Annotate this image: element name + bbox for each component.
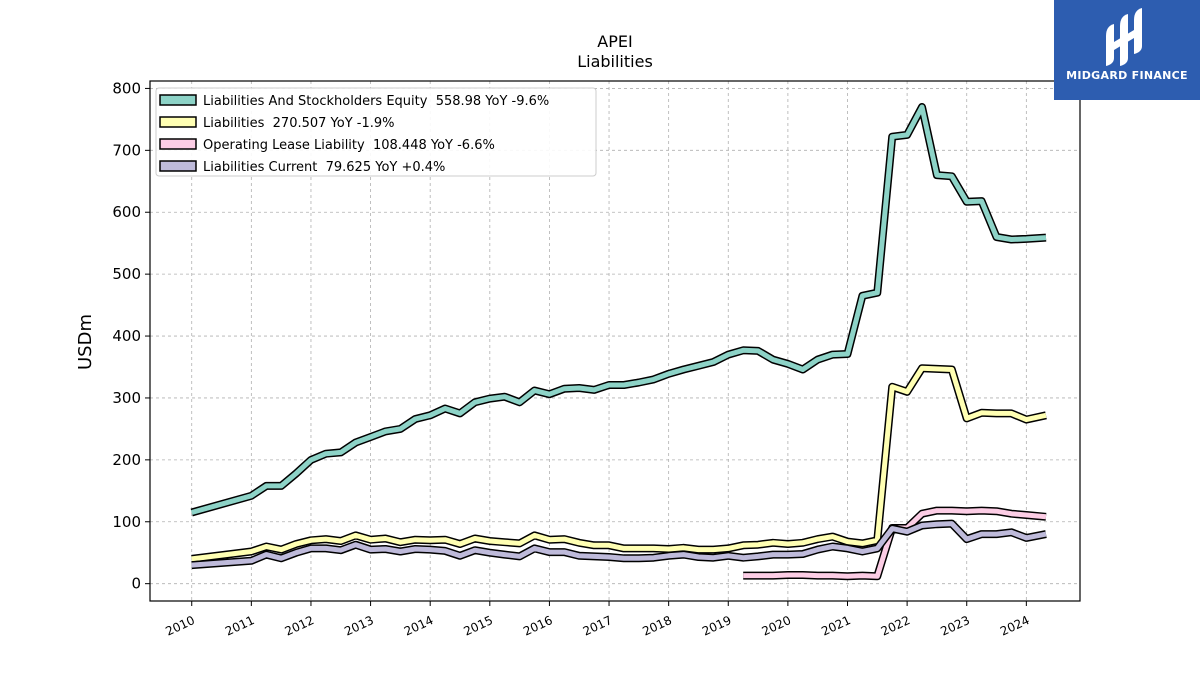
legend-label: Operating Lease Liability 108.448 YoY -6… [203,138,495,153]
x-tick-label: 2022 [879,613,913,639]
y-tick-label: 100 [112,513,141,531]
legend-swatch [159,94,197,106]
x-tick-label: 2019 [700,613,734,639]
logo-text: MIDGARD FINANCE [1066,69,1188,82]
brand-logo: MIDGARD FINANCE [1054,0,1200,100]
y-tick-label: 600 [112,203,141,221]
y-tick-label: 700 [112,141,141,159]
legend-label: Liabilities And Stockholders Equity 558.… [203,94,549,109]
x-tick-label: 2021 [819,613,853,639]
chart-title: APEI [597,32,632,51]
x-tick-label: 2020 [760,613,794,639]
y-tick-label: 500 [112,265,141,283]
plot-series [190,103,1047,581]
x-tick-label: 2024 [998,613,1032,639]
legend-label: Liabilities 270.507 YoY -1.9% [203,116,395,131]
series-line [191,104,1047,515]
x-tick-label: 2011 [223,613,257,639]
x-tick-label: 2010 [163,613,197,639]
y-tick-label: 200 [112,451,141,469]
x-tick-label: 2012 [283,613,317,639]
legend-box [155,87,597,177]
x-tick-label: 2013 [342,613,376,639]
x-tick-label: 2014 [402,613,436,639]
legend-label: Liabilities Current 79.625 YoY +0.4% [203,160,445,175]
x-tick-label: 2018 [640,613,674,639]
legend-swatch [159,160,197,172]
y-axis-label: USDm [75,314,96,370]
y-tick-label: 800 [112,79,141,97]
plot-frame [149,80,1081,602]
y-tick-label: 300 [112,389,141,407]
x-tick-label: 2015 [461,613,495,639]
x-tick-label: 2023 [938,613,972,639]
x-tick-label: 2016 [521,613,555,639]
legend-swatch [159,116,197,128]
legend: Liabilities And Stockholders Equity 558.… [155,87,597,177]
series-line [191,521,1047,568]
series-line [191,365,1047,562]
y-tick-label: 400 [112,327,141,345]
legend-swatch [159,138,197,150]
chart-subtitle: Liabilities [577,52,653,71]
logo-mark-icon [1106,8,1142,66]
y-tick-label: 0 [131,575,141,593]
x-tick-label: 2017 [581,613,615,639]
